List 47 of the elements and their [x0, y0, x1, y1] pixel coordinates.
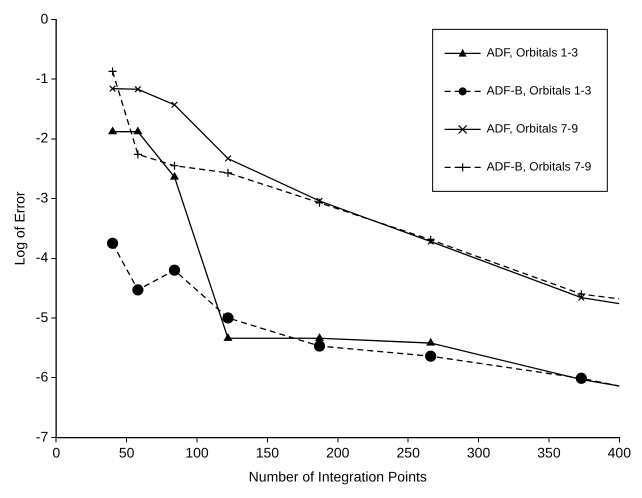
y-tick-label: -7 [36, 428, 48, 444]
point [106, 238, 118, 249]
point [425, 350, 436, 362]
point [222, 312, 234, 324]
legend-label: ADF-B, Orbitals 7-9 [486, 160, 592, 174]
point [314, 340, 326, 352]
point [223, 168, 233, 178]
point [224, 155, 232, 162]
y-tick-label: -1 [36, 70, 48, 86]
point [168, 264, 180, 276]
point [134, 127, 142, 134]
point [315, 334, 324, 341]
y-tick-label: -2 [36, 130, 48, 146]
legend-label: ADF, Orbitals 7-9 [486, 122, 578, 136]
x-tick-label: 0 [52, 444, 60, 461]
point [171, 101, 178, 108]
point [170, 172, 179, 180]
y-tick-label: -6 [36, 368, 48, 385]
x-tick-label: 400 [608, 444, 632, 461]
point [170, 161, 180, 170]
point [134, 86, 142, 93]
point [132, 284, 144, 296]
point [133, 150, 142, 159]
x-tick-label: 250 [396, 444, 420, 461]
x-tick-label: 350 [537, 444, 561, 461]
legend-label: ADF, Orbitals 1-3 [486, 46, 578, 60]
point [109, 85, 116, 92]
point [224, 334, 232, 341]
x-axis-title: Number of Integration Points [248, 468, 427, 484]
legend-label: ADF-B, Orbitals 1-3 [486, 84, 592, 98]
y-axis-title: Log of Error [11, 191, 28, 266]
point [108, 127, 117, 134]
x-tick-label: 50 [118, 444, 135, 461]
point [316, 198, 323, 204]
point [108, 66, 118, 76]
y-tick-label: -4 [36, 249, 48, 266]
point [426, 235, 436, 244]
y-tick-label: 0 [40, 10, 48, 26]
point [427, 238, 434, 245]
x-tick-label: 300 [466, 444, 490, 461]
y-tick-label: -3 [36, 189, 48, 206]
x-tick-label: 100 [185, 444, 209, 461]
x-tick-label: 200 [326, 444, 350, 461]
x-tick-label: 150 [256, 444, 280, 461]
point [314, 198, 324, 208]
y-tick-label: -5 [36, 308, 48, 325]
point [426, 338, 435, 346]
